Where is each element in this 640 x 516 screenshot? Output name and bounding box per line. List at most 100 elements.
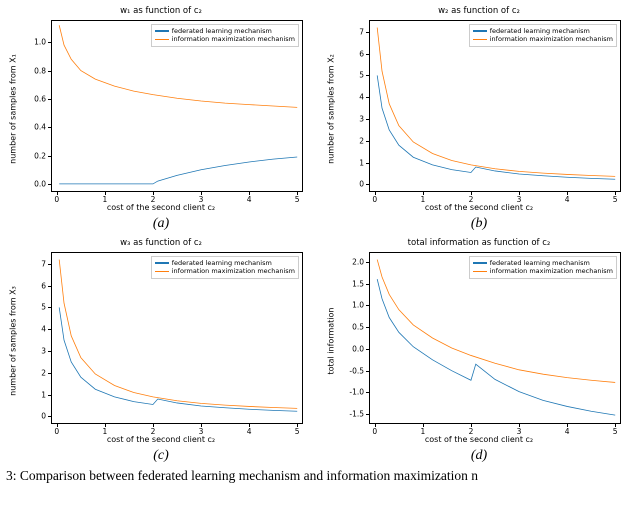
xtick-label: 4	[565, 195, 570, 204]
ylabel: number of samples from X₃	[9, 286, 18, 396]
ytick-label: 2	[41, 368, 46, 377]
line-series1	[377, 75, 615, 179]
sublabel: (b)	[471, 216, 487, 232]
panel-c: w₃ as function of c₂number of samples fr…	[4, 236, 318, 464]
xtick-label: 0	[372, 195, 377, 204]
legend-row: federated learning mechanism	[155, 27, 295, 35]
xtick-label: 1	[420, 195, 425, 204]
legend: federated learning mechanisminformation …	[469, 256, 617, 279]
ytick-label: 2.0	[352, 257, 364, 266]
ytick-label: 3	[41, 347, 46, 356]
legend-row: federated learning mechanism	[473, 27, 613, 35]
legend: federated learning mechanisminformation …	[151, 256, 299, 279]
xlabel: cost of the second client c₂	[329, 203, 629, 212]
legend-label: federated learning mechanism	[490, 27, 590, 35]
ytick-label: 3	[359, 115, 364, 124]
plot-a: w₁ as function of c₂ number of samples fr…	[11, 4, 311, 214]
ytick-label: 1	[41, 390, 46, 399]
ytick-label: -0.5	[349, 366, 364, 375]
axes: 01234501234567federated learning mechani…	[51, 252, 303, 424]
xtick-label: 2	[151, 427, 156, 436]
xtick-label: 0	[54, 427, 59, 436]
ytick-label: 0.8	[34, 66, 46, 75]
ytick-label: -1.5	[349, 410, 364, 419]
ytick-label: 0.4	[34, 123, 46, 132]
sublabel: (d)	[471, 448, 487, 464]
xlabel: cost of the second client c₂	[329, 435, 629, 444]
legend-swatch	[155, 271, 169, 273]
ylabel: number of samples from X₂	[327, 54, 336, 164]
xtick-label: 3	[199, 195, 204, 204]
legend-swatch	[473, 39, 487, 41]
xtick-label: 5	[613, 427, 618, 436]
ytick-label: 1	[359, 158, 364, 167]
panel-d: total information as function of c₂ total…	[322, 236, 636, 464]
legend-label: information maximization mechanism	[172, 35, 295, 43]
ytick-label: 5	[41, 303, 46, 312]
legend-label: federated learning mechanism	[172, 259, 272, 267]
xtick-label: 2	[469, 427, 474, 436]
legend-swatch	[473, 262, 487, 264]
xtick-label: 1	[102, 195, 107, 204]
ytick-label: -1.0	[349, 388, 364, 397]
ytick-label: 1.0	[352, 301, 364, 310]
panel-a: w₁ as function of c₂ number of samples fr…	[4, 4, 318, 232]
ytick-label: 5	[359, 71, 364, 80]
legend-swatch	[473, 30, 487, 32]
legend-row: federated learning mechanism	[473, 259, 613, 267]
ytick-label: 4	[359, 93, 364, 102]
xtick-label: 1	[420, 427, 425, 436]
xtick-label: 3	[517, 427, 522, 436]
xlabel: cost of the second client c₂	[11, 203, 311, 212]
legend-row: information maximization mechanism	[473, 35, 613, 43]
xtick-label: 1	[102, 427, 107, 436]
xtick-label: 3	[199, 427, 204, 436]
xtick-label: 5	[295, 427, 300, 436]
legend-label: information maximization mechanism	[172, 267, 295, 275]
ytick-label: 0.6	[34, 94, 46, 103]
ylabel: total information	[327, 307, 336, 374]
ytick-label: 6	[41, 281, 46, 290]
plot-b: w₂ as function of c₂ number of samples fr…	[329, 4, 629, 214]
legend-swatch	[155, 262, 169, 264]
ytick-label: 0.0	[34, 179, 46, 188]
ytick-label: 1.5	[352, 279, 364, 288]
ytick-label: 7	[359, 27, 364, 36]
ytick-label: 4	[41, 325, 46, 334]
sublabel: (c)	[153, 448, 169, 464]
ylabel: number of samples from X₁	[9, 54, 18, 164]
xtick-label: 3	[517, 195, 522, 204]
legend-row: information maximization mechanism	[155, 267, 295, 275]
line-series1	[59, 157, 297, 184]
line-series1	[59, 307, 297, 411]
legend: federated learning mechanisminformation …	[151, 24, 299, 47]
legend-label: federated learning mechanism	[490, 259, 590, 267]
plot-title: w₁ as function of c₂	[11, 6, 311, 16]
legend-row: information maximization mechanism	[473, 267, 613, 275]
xtick-label: 2	[151, 195, 156, 204]
line-series2	[59, 260, 297, 409]
figure-caption: 3: Comparison between federated learning…	[0, 464, 640, 484]
legend: federated learning mechanisminformation …	[469, 24, 617, 47]
xtick-label: 4	[565, 427, 570, 436]
sublabel: (a)	[153, 216, 169, 232]
plot-title: w₂ as function of c₂	[329, 6, 629, 16]
xlabel: cost of the second client c₂	[11, 435, 311, 444]
legend-label: information maximization mechanism	[490, 267, 613, 275]
ytick-label: 7	[41, 259, 46, 268]
xtick-label: 0	[372, 427, 377, 436]
legend-swatch	[155, 30, 169, 32]
legend-label: federated learning mechanism	[172, 27, 272, 35]
xtick-label: 4	[247, 195, 252, 204]
panel-b: w₂ as function of c₂ number of samples fr…	[322, 4, 636, 232]
line-series1	[377, 279, 615, 415]
ytick-label: 6	[359, 49, 364, 58]
ytick-label: 0	[359, 180, 364, 189]
ytick-label: 0.5	[352, 323, 364, 332]
ytick-label: 2	[359, 136, 364, 145]
ytick-label: 0	[41, 412, 46, 421]
figure-grid: w₁ as function of c₂ number of samples fr…	[0, 0, 640, 464]
legend-row: federated learning mechanism	[155, 259, 295, 267]
legend-swatch	[155, 39, 169, 41]
plot-title: total information as function of c₂	[329, 238, 629, 248]
